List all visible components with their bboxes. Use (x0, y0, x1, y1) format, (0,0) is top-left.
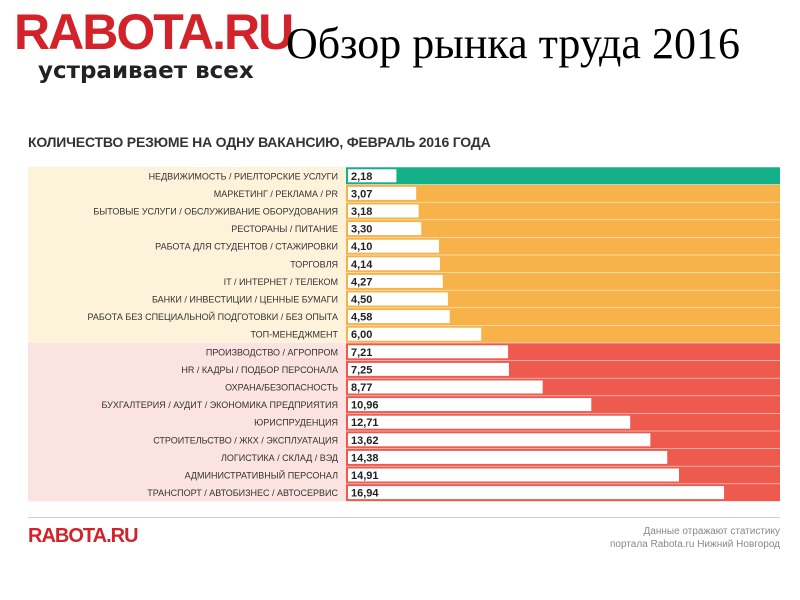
data-label: 3,30 (351, 224, 372, 236)
category-label: ТОРГОВЛЯ (290, 259, 338, 269)
bar (348, 433, 651, 447)
category-label: ОХРАНА/БЕЗОПАСНОСТЬ (225, 383, 338, 393)
rabota-logo: RABOTA.RU (14, 4, 294, 60)
footer-logo: RABOTA.RU (28, 525, 139, 547)
bar (348, 415, 631, 429)
bar-strip (346, 290, 780, 308)
bar-strip (346, 272, 780, 290)
bar-strip (346, 167, 780, 185)
chart-title: КОЛИЧЕСТВО РЕЗЮМЕ НА ОДНУ ВАКАНСИЮ, ФЕВР… (28, 134, 491, 150)
category-label: НЕДВИЖИМОСТЬ / РИЕЛТОРСКИЕ УСЛУГИ (149, 171, 338, 181)
bar (348, 186, 417, 200)
bar-strip (346, 237, 780, 255)
bar (348, 169, 397, 183)
data-label: 10,96 (351, 400, 379, 412)
bar-strip (346, 308, 780, 326)
category-label: ЛОГИСТИКА / СКЛАД / ВЭД (221, 453, 338, 463)
category-label: РАБОТА ДЛЯ СТУДЕНТОВ / СТАЖИРОВКИ (155, 242, 338, 252)
page-title: Обзор рынка труда 2016 (286, 19, 740, 68)
data-label: 4,14 (351, 259, 373, 271)
category-label: ЮРИСПРУДЕНЦИЯ (254, 418, 338, 428)
data-label: 6,00 (351, 329, 372, 341)
bar (348, 310, 450, 324)
data-label: 7,21 (351, 347, 372, 359)
data-label: 3,18 (351, 206, 372, 218)
bar-strip (346, 184, 780, 202)
category-label: РАБОТА БЕЗ СПЕЦИАЛЬНОЙ ПОДГОТОВКИ / БЕЗ … (88, 311, 338, 322)
bar (348, 327, 482, 341)
category-label: БУХГАЛТЕРИЯ / АУДИТ / ЭКОНОМИКА ПРЕДПРИЯ… (101, 400, 338, 410)
bar (348, 380, 543, 394)
bar-strip (346, 220, 780, 238)
bar-strip (346, 202, 780, 220)
data-label: 14,91 (351, 470, 379, 482)
bar (348, 362, 509, 376)
bar (348, 274, 443, 288)
data-label: 4,50 (351, 294, 372, 306)
category-label: МАРКЕТИНГ / РЕКЛАМА / PR (214, 189, 339, 199)
bar (348, 239, 440, 253)
brand-block: RABOTA.RU устраивает всех (14, 4, 294, 84)
data-label: 14,38 (351, 452, 379, 464)
category-label: HR / КАДРЫ / ПОДБОР ПЕРСОНАЛА (181, 365, 338, 375)
data-label: 13,62 (351, 435, 379, 447)
bar (348, 398, 592, 412)
bar (348, 222, 422, 236)
category-label: ПРОИЗВОДСТВО / АГРОПРОМ (206, 347, 338, 357)
category-label: IT / ИНТЕРНЕТ / ТЕЛЕКОМ (224, 277, 338, 287)
data-label: 2,18 (351, 171, 372, 183)
bar (348, 345, 509, 359)
data-label: 3,07 (351, 188, 372, 200)
footer-note: Данные отражают статистику портала Rabot… (610, 525, 780, 551)
category-label: ТРАНСПОРТ / АВТОБИЗНЕС / АВТОСЕРВИС (147, 488, 338, 498)
category-label: СТРОИТЕЛЬСТВО / ЖКХ / ЭКСПЛУАТАЦИЯ (153, 435, 338, 445)
bar (348, 204, 419, 218)
footer-divider (28, 517, 780, 518)
category-label: БЫТОВЫЕ УСЛУГИ / ОБСЛУЖИВАНИЕ ОБОРУДОВАН… (93, 207, 338, 217)
data-label: 4,58 (351, 312, 372, 324)
bar (348, 468, 680, 482)
bar (348, 257, 440, 271)
footer-note-line-1: Данные отражают статистику (643, 526, 780, 537)
data-label: 12,71 (351, 417, 379, 429)
footer-note-line-2: портала Rabota.ru Нижний Новгород (609, 539, 780, 550)
data-label: 4,10 (351, 241, 372, 253)
bar (348, 292, 448, 306)
data-label: 4,27 (351, 276, 372, 288)
bar (348, 450, 668, 464)
resume-per-vacancy-chart: 2,18 НЕДВИЖИМОСТЬ / РИЕЛТОРСКИЕ УСЛУГИ 3,0… (28, 167, 780, 502)
category-label: ТОП-МЕНЕДЖМЕНТ (251, 330, 339, 340)
bar-strip (346, 255, 780, 273)
data-label: 16,94 (351, 488, 379, 500)
category-label: АДМИНИСТРАТИВНЫЙ ПЕРСОНАЛ (185, 470, 339, 481)
data-label: 8,77 (351, 382, 372, 394)
data-label: 7,25 (351, 364, 372, 376)
category-label: БАНКИ / ИНВЕСТИЦИИ / ЦЕННЫЕ БУМАГИ (152, 295, 338, 305)
bar (348, 486, 725, 500)
category-label: РЕСТОРАНЫ / ПИТАНИЕ (231, 224, 338, 234)
brand-tagline: устраивает всех (38, 58, 254, 84)
